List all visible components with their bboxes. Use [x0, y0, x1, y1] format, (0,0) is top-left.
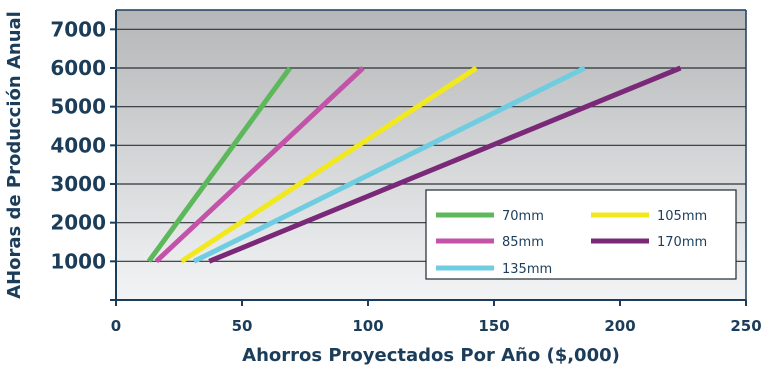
series-line-170mm	[208, 65, 682, 264]
tick-labels: 1000 2000 3000 4000 5000 6000 7000 0 50 100 150 200…	[50, 17, 761, 335]
series-lines	[146, 65, 682, 264]
legend-label-105mm: 105mm	[657, 209, 707, 224]
series-line-105mm	[180, 65, 478, 264]
x-tick-label: 250	[730, 317, 761, 335]
legend: 70mm 105mm 85mm 170mm 135mm	[425, 189, 737, 280]
series-line-85mm	[154, 66, 365, 264]
y-tick-label: 1000	[50, 249, 106, 273]
series-line-135mm	[192, 65, 586, 264]
y-axis-title: AHoras de Producción Anual	[4, 11, 25, 299]
y-tick-label: 3000	[50, 172, 106, 196]
legend-label-170mm: 170mm	[657, 235, 707, 250]
series-line-70mm	[146, 66, 292, 263]
y-tick-label: 6000	[50, 56, 106, 80]
x-tick-label: 100	[352, 317, 383, 335]
legend-label-135mm: 135mm	[502, 262, 552, 277]
x-axis-title: Ahorros Proyectados Por Año ($,000)	[242, 345, 620, 366]
legend-label-70mm: 70mm	[502, 209, 544, 224]
legend-box	[425, 189, 737, 280]
y-tick-label: 4000	[50, 133, 106, 157]
y-tick-label: 2000	[50, 211, 106, 235]
x-tick-label: 150	[478, 317, 509, 335]
y-tick-label: 7000	[50, 17, 106, 41]
x-tick-label: 0	[111, 317, 121, 335]
x-tick-label: 50	[232, 317, 253, 335]
legend-label-85mm: 85mm	[502, 235, 544, 250]
axes	[110, 9, 747, 306]
x-tick-label: 200	[604, 317, 635, 335]
y-tick-label: 5000	[50, 95, 106, 119]
